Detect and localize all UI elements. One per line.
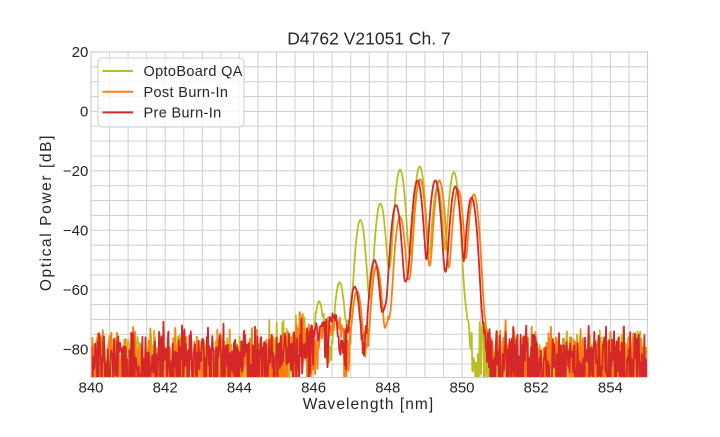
svg-text:840: 840 [78, 379, 103, 396]
svg-text:D4762 V21051 Ch. 7: D4762 V21051 Ch. 7 [287, 29, 450, 49]
svg-text:−80: −80 [63, 341, 88, 358]
svg-text:−60: −60 [63, 282, 88, 299]
svg-text:Pre Burn-In: Pre Burn-In [144, 106, 222, 122]
svg-text:854: 854 [598, 379, 623, 396]
svg-text:842: 842 [153, 379, 178, 396]
svg-text:−40: −40 [63, 223, 88, 240]
svg-text:20: 20 [72, 44, 89, 61]
svg-text:850: 850 [449, 379, 474, 396]
svg-text:0: 0 [80, 104, 88, 121]
svg-text:Post Burn-In: Post Burn-In [144, 85, 229, 101]
svg-text:OptoBoard QA: OptoBoard QA [144, 64, 243, 80]
svg-text:844: 844 [227, 379, 252, 396]
svg-text:848: 848 [375, 379, 400, 396]
svg-text:846: 846 [301, 379, 326, 396]
svg-text:852: 852 [524, 379, 549, 396]
svg-text:−20: −20 [63, 163, 88, 180]
svg-text:Wavelength [nm]: Wavelength [nm] [303, 396, 434, 413]
svg-text:Optical Power [dB]: Optical Power [dB] [38, 134, 55, 291]
